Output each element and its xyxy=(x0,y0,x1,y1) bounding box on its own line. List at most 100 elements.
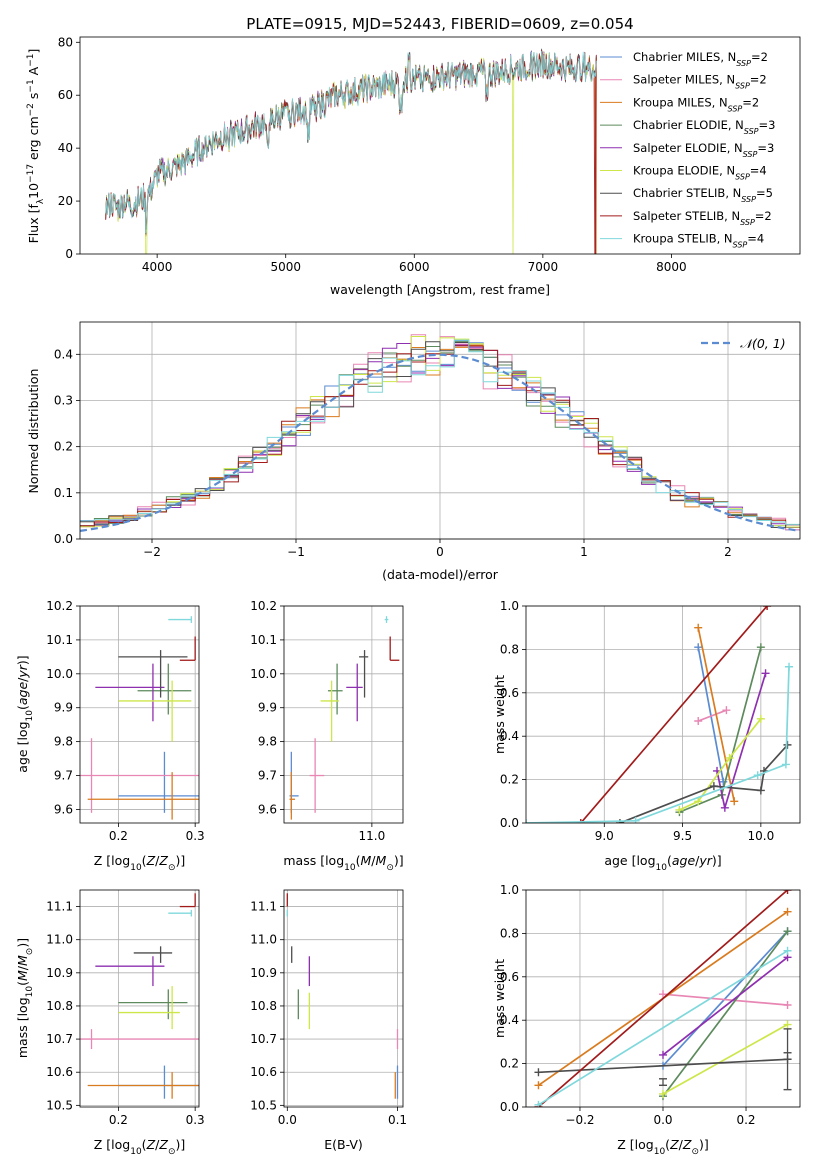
data-point xyxy=(659,990,667,999)
x-tick-label: −0.2 xyxy=(565,1113,594,1127)
spectrum-line xyxy=(105,48,597,235)
mass-weight-line xyxy=(580,606,768,823)
x-tick-label: 0.0 xyxy=(278,1113,297,1127)
y-tick-label: 0.0 xyxy=(500,1100,519,1114)
legend-entry: Chabrier ELODIE, NSSP=3 xyxy=(633,118,775,136)
legend: Chabrier MILES, NSSP=2 Salpeter MILES, NS… xyxy=(600,50,775,249)
y-tick-label: 60 xyxy=(58,88,73,102)
axis-ticks: 11.0 9.6 9.7 9.8 9.9 10.0 10.1 10.2 xyxy=(250,599,385,843)
y-tick-label: 10.9 xyxy=(250,966,277,980)
y-tick-label: 40 xyxy=(58,141,73,155)
mass-weight-line xyxy=(538,950,788,1106)
y-tick-label: 0.6 xyxy=(500,686,519,700)
x-tick-label: 0 xyxy=(436,545,444,559)
data-point xyxy=(659,1050,667,1059)
data-point xyxy=(534,1100,543,1107)
data-point xyxy=(534,1081,543,1090)
x-axis-label: Z [log10(Z/Z⊙)] xyxy=(94,1137,186,1157)
spectrum-plot: 4000 5000 6000 7000 8000 0 20 40 60 80 Chabrier MI… xyxy=(26,35,801,297)
y-tick-label: 0.3 xyxy=(54,393,73,407)
legend-entry: Kroupa STELIB, NSSP=4 xyxy=(633,232,764,250)
axes-frame xyxy=(525,605,801,824)
data-point xyxy=(753,771,762,780)
x-tick-label: 0.2 xyxy=(109,1113,128,1127)
x-tick-label: 8000 xyxy=(656,260,687,274)
y-tick-label: 0.0 xyxy=(54,532,73,546)
plot-area xyxy=(80,616,199,820)
axis-ticks: 4000 5000 6000 7000 8000 0 20 40 60 80 xyxy=(58,35,687,274)
x-tick-label: 2 xyxy=(724,545,732,559)
y-tick-label: 11.0 xyxy=(250,933,277,947)
data-point xyxy=(761,669,770,678)
axis-ticks: 9.0 9.5 10.0 0.0 0.2 0.4 0.6 0.8 1.0 xyxy=(500,599,774,843)
spectrum-line xyxy=(105,51,597,233)
mass-weight-vs-metallicity-plot: −0.2 0.0 0.2 0.0 0.2 0.4 0.6 0.8 1.0 Z [log10(Z/Z… xyxy=(492,883,801,1157)
axis-ticks: −0.2 0.0 0.2 0.0 0.2 0.4 0.6 0.8 1.0 xyxy=(500,883,756,1127)
axes-frame xyxy=(79,605,200,824)
mass-weight-vs-age-plot: 9.0 9.5 10.0 0.0 0.2 0.4 0.6 0.8 1.0 age [log10(a… xyxy=(492,599,801,873)
data-point xyxy=(785,662,794,671)
legend-entry: Salpeter STELIB, NSSP=2 xyxy=(633,209,772,227)
axes-frame xyxy=(79,36,801,255)
mass-weight-line xyxy=(662,930,789,1067)
y-axis-label: mass weight xyxy=(492,675,507,754)
x-tick-label: 7000 xyxy=(528,260,559,274)
y-tick-label: 10.9 xyxy=(46,966,73,980)
x-tick-label: 0.2 xyxy=(736,1113,755,1127)
y-tick-label: 9.7 xyxy=(258,769,277,783)
axes-frame xyxy=(79,321,801,540)
data-point xyxy=(720,803,729,812)
data-point xyxy=(722,706,731,715)
normal-reference-curve xyxy=(80,353,798,532)
mass-weight-line xyxy=(697,647,725,782)
data-point xyxy=(694,643,703,652)
y-axis-label: mass weight xyxy=(492,959,507,1038)
data-point xyxy=(783,927,792,936)
x-axis-label: (data-model)/error xyxy=(382,567,499,582)
axis-ticks: 0.2 0.3 9.6 9.7 9.8 9.9 10.0 10.1 10.2 xyxy=(46,599,204,843)
y-tick-label: 0.8 xyxy=(500,642,519,656)
spectrum-line xyxy=(105,50,597,234)
axis-ticks: 0.0 0.1 10.5 10.6 10.7 10.8 10.9 11.0 11.1 xyxy=(250,900,407,1127)
data-point xyxy=(783,946,792,955)
age-vs-mass-plot: 11.0 9.6 9.7 9.8 9.9 10.0 10.1 10.2 mass [log10(… xyxy=(250,599,403,873)
data-point xyxy=(783,907,792,916)
data-point xyxy=(694,717,703,726)
y-tick-label: 9.9 xyxy=(54,701,73,715)
y-tick-label: 10.1 xyxy=(46,633,73,647)
x-tick-label: 9.5 xyxy=(673,829,692,843)
y-tick-label: 11.1 xyxy=(46,900,73,914)
data-point xyxy=(783,1001,792,1010)
x-axis-label: Z [log10(Z/Z⊙)] xyxy=(617,1137,709,1157)
mass-weight-line xyxy=(537,890,789,1107)
data-point xyxy=(756,786,765,795)
x-tick-label: 0.0 xyxy=(653,1113,672,1127)
plot-area xyxy=(534,890,792,1107)
data-point xyxy=(675,805,684,814)
legend-entry: Salpeter MILES, NSSP=2 xyxy=(633,73,767,91)
data-point xyxy=(763,606,772,610)
x-axis-label: Z [log10(Z/Z⊙)] xyxy=(94,853,186,873)
y-tick-label: 80 xyxy=(58,35,73,49)
x-tick-label: −2 xyxy=(143,545,161,559)
residual-histogram-plot: −2 −1 0 1 2 0.0 0.1 0.2 0.3 0.4 𝒩(0, 1) (data-model… xyxy=(26,321,801,582)
spectrum-line xyxy=(105,50,597,236)
y-tick-label: 0.6 xyxy=(500,970,519,984)
plot-area xyxy=(526,606,794,823)
y-tick-label: 1.0 xyxy=(500,599,519,613)
y-tick-label: 9.7 xyxy=(54,769,73,783)
y-tick-label: 10.2 xyxy=(250,599,277,613)
x-tick-label: 10.0 xyxy=(747,829,774,843)
x-axis-label: mass [log10(M/M⊙)] xyxy=(283,853,403,873)
y-tick-label: 11.1 xyxy=(250,900,277,914)
mass-weight-line xyxy=(662,1023,788,1095)
chart-title: PLATE=0915, MJD=52443, FIBERID=0609, z=0… xyxy=(246,15,633,33)
data-point xyxy=(725,753,734,762)
y-tick-label: 0.8 xyxy=(500,926,519,940)
plot-area xyxy=(105,48,597,254)
legend-entry: Chabrier MILES, NSSP=2 xyxy=(633,50,768,68)
x-tick-label: 0.2 xyxy=(109,829,128,843)
y-tick-label: 9.6 xyxy=(54,802,73,816)
plot-area xyxy=(80,893,199,1099)
mass-weight-line xyxy=(662,956,789,1056)
